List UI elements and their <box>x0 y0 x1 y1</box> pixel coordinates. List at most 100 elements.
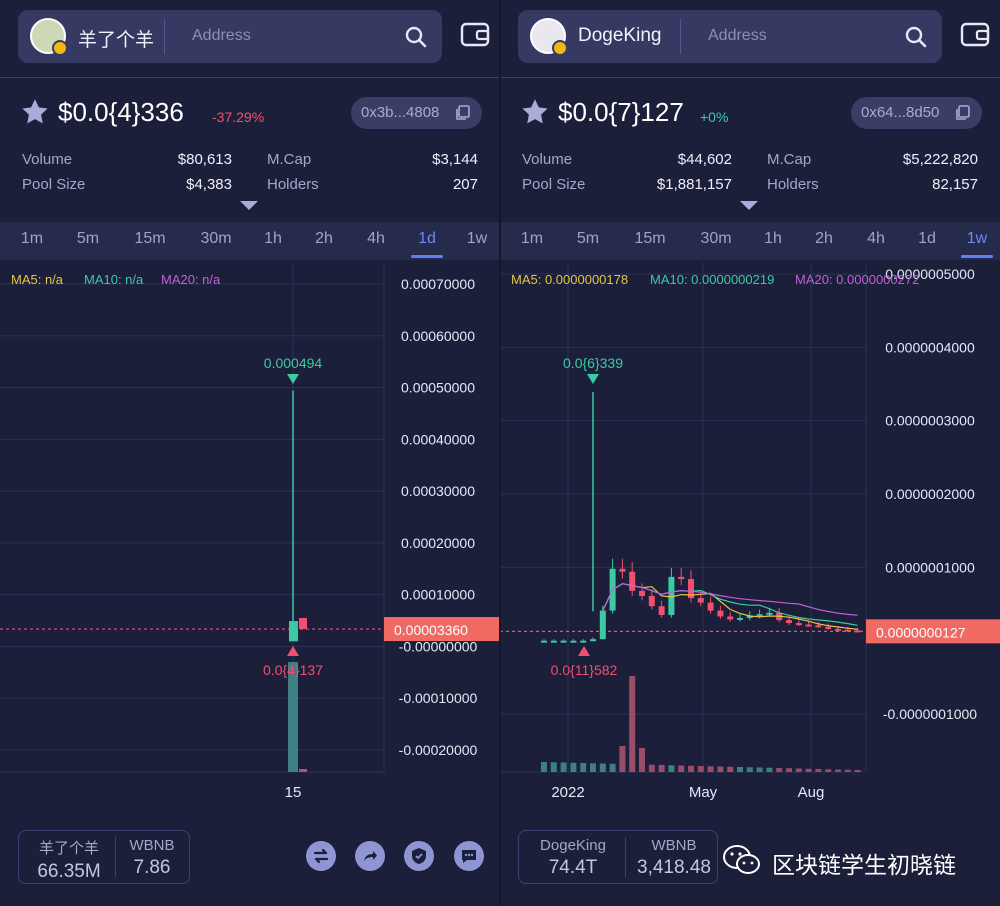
copy-icon[interactable] <box>955 105 970 121</box>
candle-body <box>668 576 675 615</box>
token-price: $0.0{4}336 <box>58 97 184 127</box>
timeframe-tab-1m[interactable]: 1m <box>20 230 44 247</box>
volume-bar <box>678 765 685 772</box>
candle-body <box>570 640 577 643</box>
volume-bar <box>835 769 841 772</box>
price-chart[interactable]: 0.0000005000 0.0000004000 0.0000003000 0.00… <box>500 262 1000 810</box>
candle-body <box>854 630 861 633</box>
token-header: 羊了个羊 Address <box>18 10 442 63</box>
volume-bar <box>629 676 636 772</box>
volume-bar <box>805 768 812 772</box>
volume-bar <box>299 769 307 772</box>
wallet-icon[interactable] <box>460 20 490 48</box>
volume-bar <box>844 769 851 772</box>
holders-label: Holders <box>767 176 819 193</box>
chevron-down-icon[interactable] <box>740 201 758 210</box>
candle-body <box>844 629 851 632</box>
x-tick-label: Aug <box>798 784 825 801</box>
candle-body <box>717 610 724 617</box>
candle-body <box>805 624 812 627</box>
address-input[interactable]: Address <box>708 27 767 44</box>
token-logo <box>30 18 68 56</box>
candle-body <box>815 625 822 628</box>
copy-icon[interactable] <box>455 105 470 121</box>
contract-address: 0x64...8d50 <box>861 104 940 121</box>
volume-bar <box>795 768 802 772</box>
timeframe-tab-1d[interactable]: 1d <box>918 230 936 247</box>
candle-body <box>727 616 734 620</box>
shield-icon <box>412 848 426 864</box>
pool-size-label: Pool Size <box>22 176 86 193</box>
audit-button[interactable] <box>404 841 434 871</box>
y-tick-label: 0.00050000 <box>401 380 475 396</box>
high-arrow <box>287 374 299 384</box>
timeframe-tab-5m[interactable]: 5m <box>576 230 600 247</box>
address-input[interactable]: Address <box>192 27 251 44</box>
timeframe-tab-2h[interactable]: 2h <box>315 230 333 247</box>
candle-body <box>599 610 606 640</box>
y-tick-label: -0.00020000 <box>399 742 478 758</box>
volume-bar <box>766 767 773 772</box>
search-icon[interactable] <box>404 25 428 49</box>
timeframe-tab-15m[interactable]: 15m <box>134 230 166 247</box>
right-panel: DogeKing Address $0.0{7}127 +0% 0x64...8… <box>500 0 1000 906</box>
wechat-icon <box>723 845 760 874</box>
volume-bar <box>815 769 822 772</box>
timeframe-tab-1h[interactable]: 1h <box>764 230 782 247</box>
timeframe-tab-1m[interactable]: 1m <box>520 230 544 247</box>
token-header: DogeKing Address <box>518 10 942 63</box>
timeframe-tab-4h[interactable]: 4h <box>867 230 885 247</box>
timeframe-tab-1d[interactable]: 1d <box>418 230 436 247</box>
swap-button[interactable] <box>306 841 336 871</box>
quote-amount-label: WBNB <box>129 837 175 854</box>
timeframe-tab-1w[interactable]: 1w <box>966 230 988 247</box>
chat-button[interactable] <box>454 841 484 871</box>
timeframe-tab-4h[interactable]: 4h <box>367 230 385 247</box>
contract-address-chip[interactable]: 0x64...8d50 <box>851 97 982 129</box>
timeframe-tab-1h[interactable]: 1h <box>264 230 282 247</box>
wallet-icon[interactable] <box>960 20 990 48</box>
bnb-chain-icon <box>52 40 68 56</box>
x-tick-label: May <box>689 784 718 801</box>
chevron-down-icon[interactable] <box>240 201 258 210</box>
x-tick-label: 15 <box>285 784 302 801</box>
y-tick-label: 0.0000005000 <box>885 266 975 282</box>
current-price-tag <box>866 619 1000 644</box>
share-button[interactable] <box>355 841 385 871</box>
timeframe-tab-30m[interactable]: 30m <box>700 230 732 247</box>
candle-body <box>619 568 626 572</box>
ma20-legend: MA20: 0.0000000272 <box>795 272 920 287</box>
y-tick-label: -0.0000001000 <box>883 706 977 722</box>
timeframe-tabs: 1m 5m 15m 30m 1h 2h 4h 1d 1w <box>0 222 500 260</box>
timeframe-tab-15m[interactable]: 15m <box>634 230 666 247</box>
timeframe-tabs: 1m 5m 15m 30m 1h 2h 4h 1d 1w <box>500 222 1000 260</box>
volume-label: Volume <box>522 151 573 168</box>
candle-body <box>835 628 841 631</box>
favorite-star-icon[interactable] <box>520 97 550 127</box>
ma20-line <box>602 583 858 616</box>
bnb-chain-icon <box>552 40 568 56</box>
y-tick-label: 0.00030000 <box>401 483 475 499</box>
contract-address-chip[interactable]: 0x3b...4808 <box>351 97 482 129</box>
ma10-legend: MA10: n/a <box>84 272 144 287</box>
timeframe-tab-30m[interactable]: 30m <box>200 230 232 247</box>
volume-bar <box>717 766 724 772</box>
candle-body <box>560 640 567 643</box>
timeframe-tab-5m[interactable]: 5m <box>76 230 100 247</box>
volume-bar <box>756 767 763 772</box>
pool-size-label: Pool Size <box>522 176 586 193</box>
current-price-tag <box>384 617 500 642</box>
volume-bar <box>619 746 626 772</box>
price-chart[interactable]: 0.00070000 0.00060000 0.00050000 0.00040000… <box>0 262 500 810</box>
favorite-star-icon[interactable] <box>20 97 50 127</box>
candle-body <box>795 623 802 626</box>
search-icon[interactable] <box>904 25 928 49</box>
volume-bar <box>541 762 547 772</box>
y-tick-label: 0.0000001000 <box>885 559 975 575</box>
timeframe-tab-2h[interactable]: 2h <box>815 230 833 247</box>
high-annotation: 0.000494 <box>264 355 323 371</box>
active-tab-indicator <box>411 255 443 258</box>
volume-bar <box>648 764 655 772</box>
timeframe-tab-1w[interactable]: 1w <box>466 230 488 247</box>
candle-body <box>541 640 547 643</box>
